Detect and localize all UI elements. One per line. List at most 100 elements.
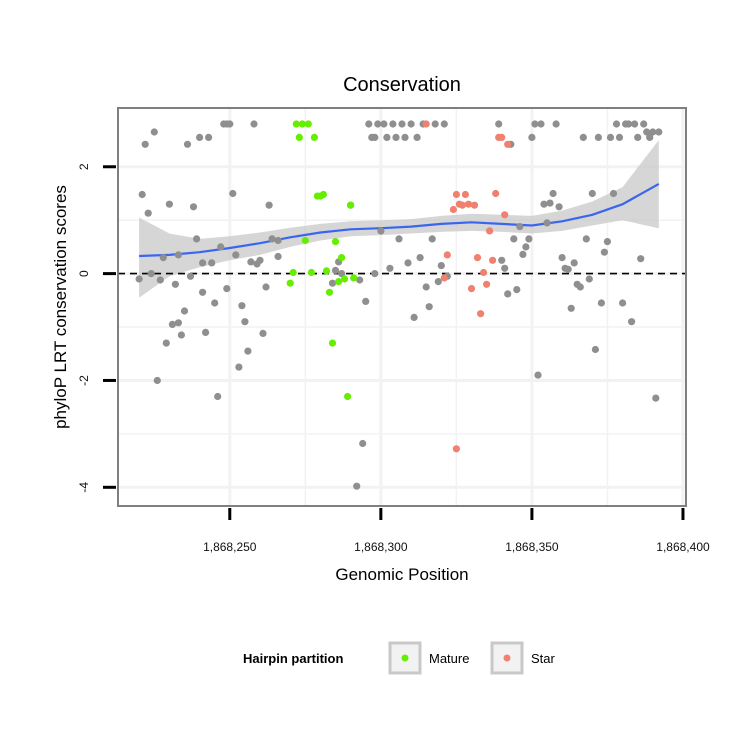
point-other-47 [268, 235, 276, 243]
point-mature-6 [304, 120, 312, 128]
point-other-123 [603, 238, 612, 246]
point-other-10 [165, 200, 173, 208]
point-other-12 [171, 280, 179, 288]
point-other-84 [437, 262, 445, 270]
y-tick-label-2: 0 [77, 270, 91, 277]
point-other-104 [546, 199, 554, 207]
legend-key-star [490, 641, 524, 675]
point-mature-16 [335, 278, 343, 286]
legend-label-star: Star [531, 651, 556, 666]
point-other-110 [564, 265, 572, 273]
legend-mature-dot [401, 654, 409, 662]
point-mature-21 [350, 274, 358, 282]
point-star-22 [504, 140, 512, 148]
point-other-112 [570, 259, 578, 267]
point-other-100 [534, 371, 542, 379]
point-other-22 [199, 259, 207, 267]
point-other-74 [407, 120, 415, 128]
point-other-28 [214, 392, 222, 401]
point-other-108 [558, 254, 566, 262]
x-tick-label-3: 1,868,400 [656, 540, 710, 554]
point-mature-11 [319, 190, 327, 199]
point-other-120 [594, 133, 603, 141]
point-other-127 [615, 133, 624, 141]
point-other-115 [579, 133, 587, 141]
point-other-124 [606, 133, 615, 141]
point-mature-0 [286, 279, 294, 287]
point-other-72 [401, 133, 409, 141]
point-other-101 [537, 120, 545, 128]
point-star-5 [452, 445, 460, 453]
point-mature-18 [341, 275, 349, 283]
y-tick-label-1: -2 [77, 375, 91, 386]
point-other-106 [552, 120, 560, 128]
point-other-134 [637, 255, 645, 263]
point-other-23 [199, 288, 207, 296]
point-other-3 [144, 209, 152, 217]
point-other-95 [519, 250, 527, 258]
point-star-0 [422, 120, 430, 128]
point-other-41 [250, 120, 258, 128]
point-other-81 [428, 235, 436, 243]
y-axis-title: phyloP LRT conservation scores [51, 185, 70, 429]
point-other-97 [525, 235, 533, 243]
point-other-40 [247, 258, 255, 266]
point-mature-19 [344, 392, 352, 401]
scatter-points [135, 120, 663, 490]
panel-border [117, 107, 687, 507]
point-other-16 [180, 307, 189, 315]
point-star-13 [477, 310, 485, 318]
point-star-9 [464, 200, 473, 208]
point-other-53 [338, 270, 346, 278]
point-other-117 [585, 275, 593, 283]
point-other-15 [177, 331, 185, 339]
point-other-90 [504, 290, 512, 298]
point-other-32 [223, 285, 231, 293]
legend-label-mature: Mature [429, 651, 469, 666]
point-other-69 [392, 133, 400, 141]
point-other-92 [510, 235, 518, 243]
point-other-17 [183, 140, 192, 148]
point-other-26 [208, 259, 216, 267]
y-axis: -4 -2 0 2 [77, 163, 116, 493]
point-other-76 [413, 133, 421, 141]
point-other-48 [274, 252, 282, 261]
point-other-132 [631, 120, 639, 128]
point-other-35 [232, 251, 240, 259]
point-mature-17 [338, 254, 346, 262]
point-star-17 [489, 256, 497, 264]
point-other-99 [531, 120, 539, 128]
point-other-14 [174, 251, 182, 259]
point-other-6 [153, 376, 161, 385]
point-mature-13 [325, 288, 334, 296]
point-other-102 [540, 200, 548, 208]
point-other-11 [168, 320, 176, 328]
point-other-121 [597, 299, 606, 307]
point-star-18 [492, 189, 500, 198]
point-other-24 [202, 328, 210, 336]
point-other-49 [274, 236, 282, 245]
point-other-122 [600, 248, 609, 256]
point-other-96 [522, 243, 530, 251]
point-other-44 [259, 329, 267, 337]
point-other-139 [652, 394, 660, 402]
point-other-77 [416, 254, 424, 262]
x-tick-label-1: 1,868,300 [354, 540, 408, 554]
point-other-105 [549, 189, 557, 198]
point-mature-3 [295, 133, 303, 141]
point-other-51 [331, 266, 340, 274]
point-other-68 [389, 120, 397, 128]
point-other-75 [410, 313, 418, 321]
point-mature-12 [322, 267, 331, 275]
point-other-66 [383, 133, 391, 141]
point-other-119 [591, 345, 600, 354]
point-other-116 [582, 235, 590, 243]
point-other-34 [229, 189, 237, 198]
x-tick-label-2: 1,868,350 [505, 540, 559, 554]
point-star-11 [470, 201, 479, 209]
point-mature-5 [301, 236, 309, 245]
point-other-128 [619, 299, 627, 307]
point-other-8 [159, 254, 167, 262]
point-other-57 [359, 439, 367, 448]
